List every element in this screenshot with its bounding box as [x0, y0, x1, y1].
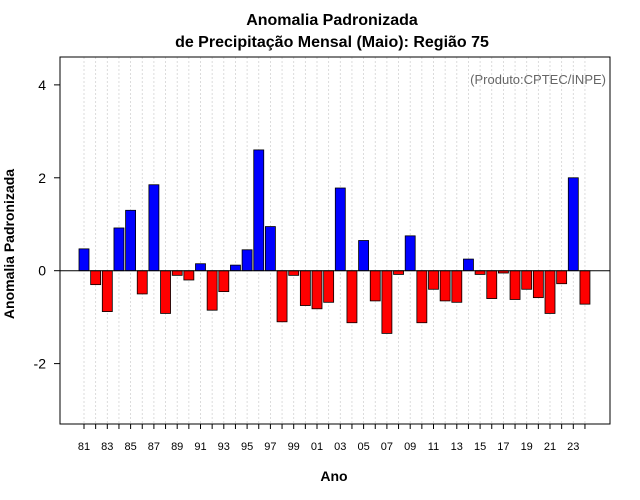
bar-1995: [241, 249, 253, 272]
y-axis-title: Anomalia Padronizada: [1, 169, 17, 319]
bar-1983: [101, 270, 113, 312]
bar-2012: [439, 270, 451, 302]
bar-2009: [404, 235, 416, 272]
bar-1992: [206, 270, 218, 311]
bar-2024: [579, 270, 591, 305]
bar-2022: [556, 270, 568, 285]
x-tick-label: 87: [148, 441, 160, 453]
bar-2008: [393, 270, 404, 275]
x-tick-label: 09: [404, 441, 416, 453]
x-tick-label: 19: [521, 441, 533, 453]
bar-1984: [113, 227, 125, 272]
y-tick-label: 4: [38, 77, 46, 93]
bar-1986: [136, 270, 148, 295]
bar-1981: [78, 248, 90, 272]
bar-2016: [486, 270, 498, 299]
bar-layer: [78, 149, 591, 334]
chart-title-line1: Anomalia Padronizada: [246, 12, 418, 29]
bar-1999: [288, 270, 300, 276]
bar-1998: [276, 270, 288, 323]
y-axis: -2 0 2 4: [34, 77, 60, 372]
bar-2014: [463, 258, 474, 272]
y-tick-label: 2: [38, 170, 46, 186]
bar-2015: [474, 270, 486, 275]
plot-frame: [59, 56, 611, 425]
x-tick-label: 97: [264, 441, 276, 453]
x-axis-title: Ano: [320, 468, 347, 484]
bar-1994: [230, 264, 241, 272]
bar-1988: [160, 270, 171, 314]
bar-1982: [90, 270, 102, 286]
bar-2000: [299, 270, 311, 306]
bar-1987: [148, 184, 160, 272]
bar-1996: [253, 149, 265, 272]
x-tick-label: 07: [381, 441, 393, 453]
x-tick-label: 11: [428, 441, 439, 453]
bar-2020: [532, 270, 544, 299]
x-tick-label: 15: [474, 441, 486, 453]
x-tick-label: 91: [194, 441, 206, 453]
x-tick-label: 13: [451, 441, 463, 453]
bar-2002: [323, 270, 335, 303]
bar-2006: [369, 270, 381, 302]
bar-2007: [381, 270, 393, 334]
bar-1985: [125, 209, 136, 272]
grid-layer: [83, 57, 586, 424]
x-tick-label: 21: [544, 441, 556, 453]
bar-2023: [567, 177, 579, 272]
bar-2005: [358, 240, 370, 272]
y-tick-label: -2: [34, 356, 47, 372]
x-tick-label: 85: [124, 441, 136, 453]
x-tick-label: 95: [241, 441, 253, 453]
x-tick-label: 93: [218, 441, 230, 453]
x-axis: 81 83 85 87 89 91 93 95 97 99 01 03 05 07 09 11 13 15 17 19…: [78, 424, 586, 453]
bar-2010: [416, 270, 428, 324]
x-tick-label: 89: [171, 441, 183, 453]
x-tick-label: 83: [101, 441, 113, 453]
bar-2011: [428, 270, 439, 290]
bar-1993: [218, 270, 230, 293]
bar-2019: [521, 270, 533, 290]
bar-2013: [451, 270, 463, 303]
bar-1997: [264, 226, 276, 272]
bar-1991: [195, 263, 206, 272]
y-tick-label: 0: [38, 263, 46, 279]
x-tick-label: 17: [497, 441, 509, 453]
bar-2004: [346, 270, 358, 324]
bar-1989: [171, 270, 183, 276]
bar-2018: [509, 270, 521, 300]
x-tick-label: 05: [357, 441, 369, 453]
bar-2001: [311, 270, 323, 310]
bar-2021: [544, 270, 556, 314]
x-tick-label: 23: [567, 441, 579, 453]
bar-2003: [334, 187, 346, 272]
bar-1990: [183, 270, 195, 281]
x-tick-label: 03: [334, 441, 346, 453]
x-tick-label: 01: [311, 441, 323, 453]
x-tick-label: 81: [78, 441, 90, 453]
credit-label: (Produto:CPTEC/INPE): [470, 72, 606, 87]
x-tick-label: 99: [288, 441, 300, 453]
chart-title-line2: de Precipitação Mensal (Maio): Região 75: [175, 34, 489, 51]
